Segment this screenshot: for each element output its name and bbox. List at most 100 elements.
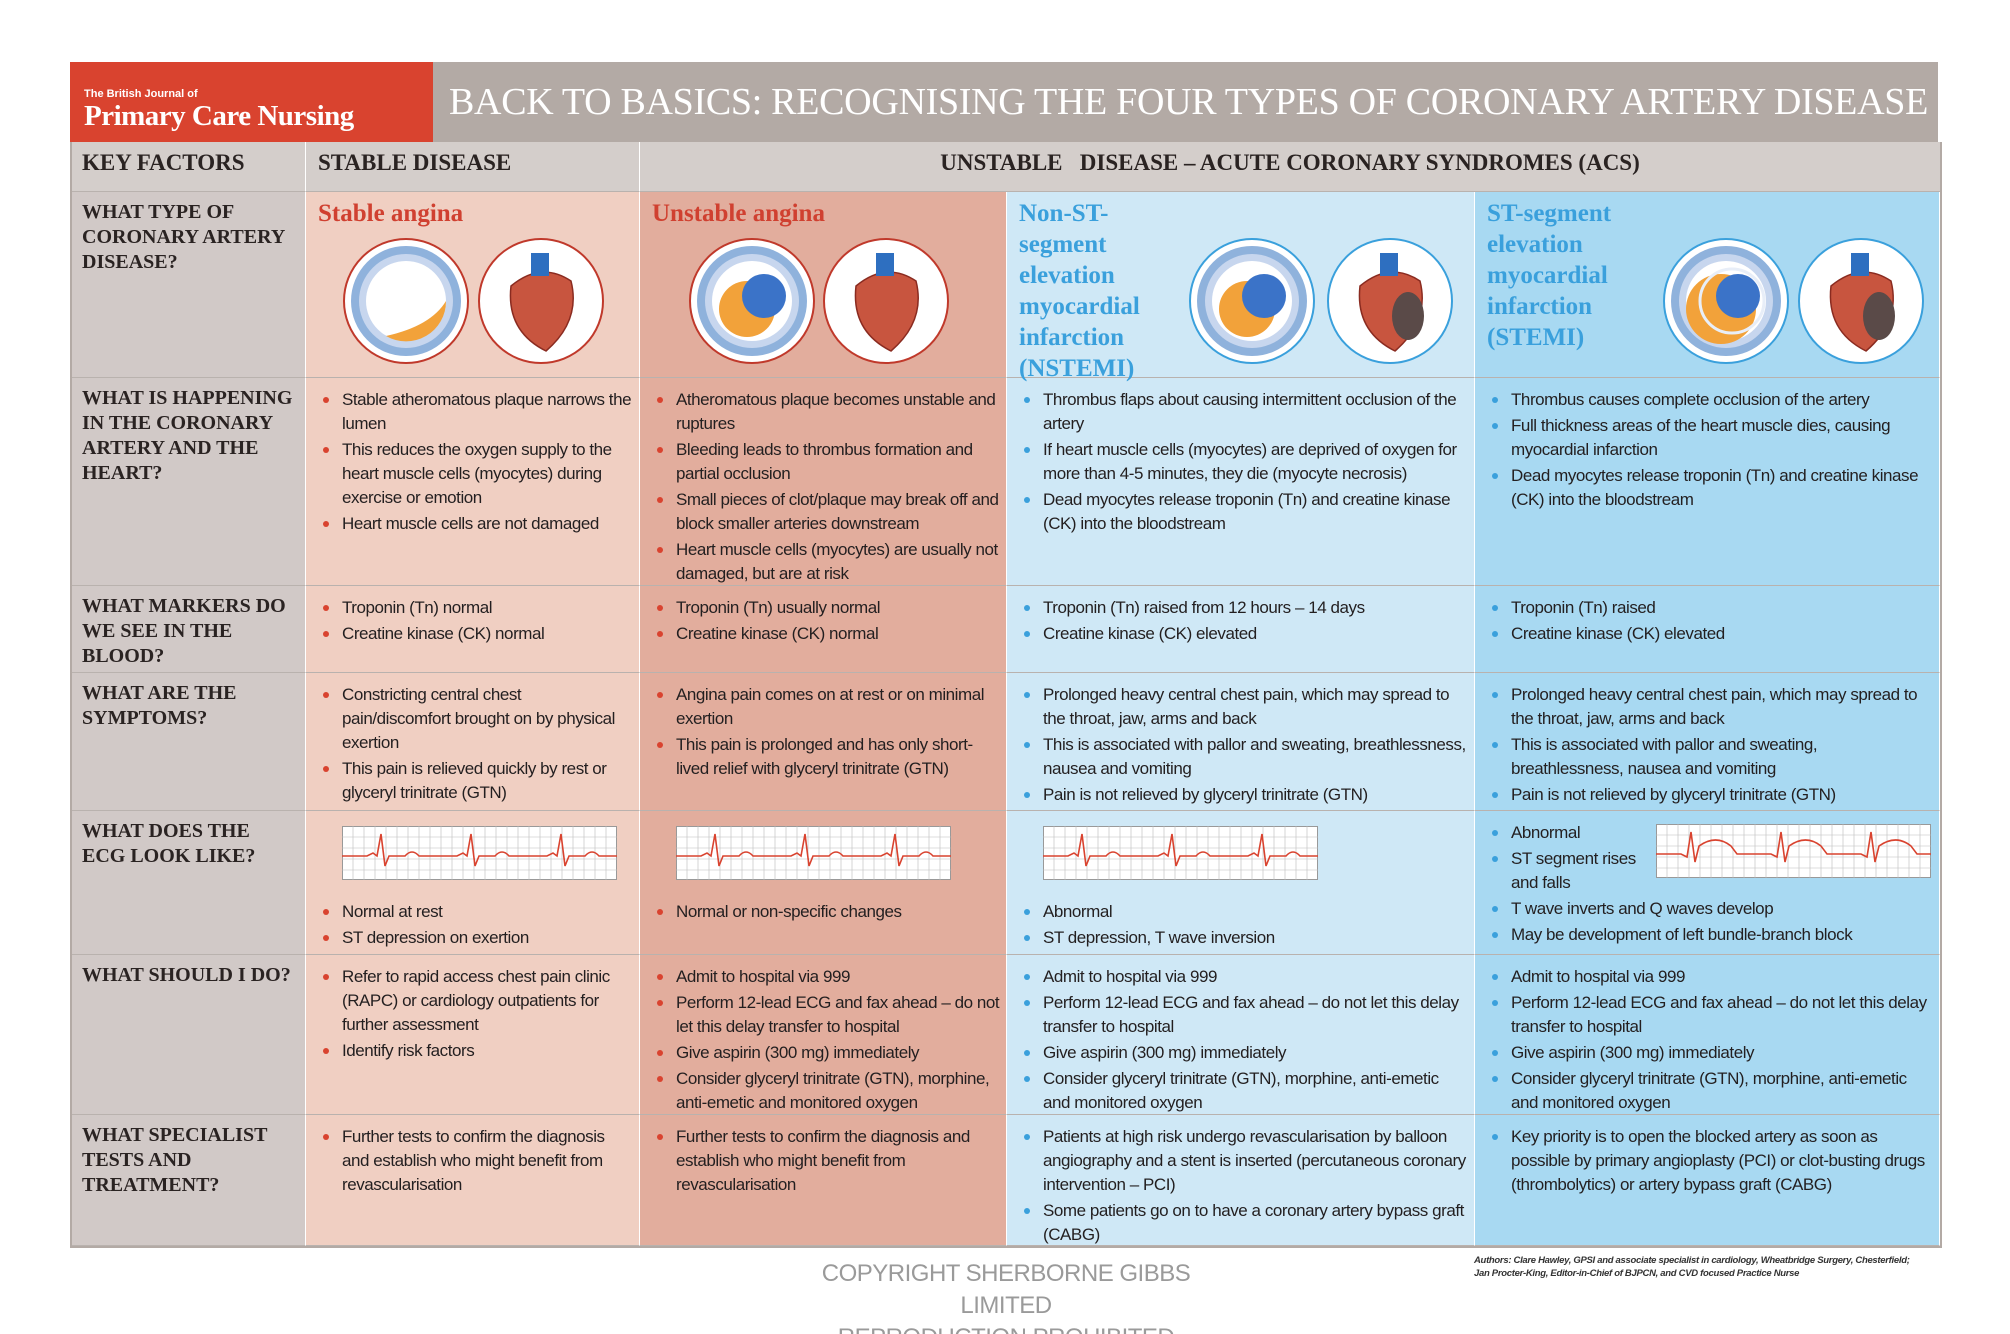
journal-name: Primary Care Nursing [84,100,354,132]
bullet: Dead myocytes release troponin (Tn) and … [1024,488,1468,536]
bullet: Further tests to confirm the diagnosis a… [323,1125,633,1197]
illustration [1189,238,1453,364]
bullet: If heart muscle cells (myocytes) are dep… [1024,438,1468,486]
bullet: Some patients go on to have a coronary a… [1024,1199,1468,1247]
bullet: Consider glyceryl trinitrate (GTN), morp… [657,1067,1000,1115]
bullet-list: Constricting central chest pain/discomfo… [306,683,639,805]
notice-line: REPRODUCTION PROHIBITED [806,1322,1206,1334]
bullet: Prolonged heavy central chest pain, whic… [1492,683,1933,731]
bullet-list: Admit to hospital via 999 Perform 12-lead… [1475,965,1939,1115]
ecg-grid-bg [342,826,617,880]
bullet: Heart muscle cells (myocytes) are usuall… [657,538,1000,586]
bullet: Dead myocytes release troponin (Tn) and … [1492,464,1933,512]
bullet: Identify risk factors [323,1039,633,1063]
bullet: Abnormal [1024,900,1468,924]
bullet: This pain is prolonged and has only shor… [657,733,1000,781]
bullet: Bleeding leads to thrombus formation and… [657,438,1000,486]
column-header: STABLE DISEASE [306,142,640,192]
bullet: ST segment rises and falls [1492,847,1933,895]
bullet-list: Normal or non-specific changes [640,900,1006,924]
bullet-list: Troponin (Tn) usually normal Creatine kin… [640,596,1006,646]
cell: Angina pain comes on at rest or on minim… [640,673,1007,811]
bullet: Perform 12-lead ECG and fax ahead – do n… [1492,991,1933,1039]
bullet: ST depression on exertion [323,926,633,950]
ecg-grid-bg [676,826,951,880]
bullet: Troponin (Tn) normal [323,596,633,620]
cell: Troponin (Tn) normal Creatine kinase (CK)… [306,586,640,673]
copyright: COPYRIGHT SHERBORNE GIBBS LIMITED REPROD… [806,1258,1206,1334]
cell: Unstable angina [640,192,1007,378]
cell: Abnormal ST segment rises and falls T wave… [1475,811,1940,955]
illustration [1663,238,1924,364]
cell: ST-segment elevation myocardial infarcti… [1475,192,1940,378]
copyright-line: COPYRIGHT SHERBORNE GIBBS LIMITED [821,1260,1191,1319]
bullet: Troponin (Tn) usually normal [657,596,1000,620]
bullet-list: Thrombus flaps about causing intermitten… [1007,388,1474,536]
cell: Prolonged heavy central chest pain, whic… [1475,673,1940,811]
cell: Admit to hospital via 999 Perform 12-lead… [1007,955,1475,1115]
bullet-list: Prolonged heavy central chest pain, whic… [1007,683,1474,807]
cell: Prolonged heavy central chest pain, whic… [1007,673,1475,811]
bullet-list: Troponin (Tn) raised from 12 hours – 14 … [1007,596,1474,646]
bullet: Full thickness areas of the heart muscle… [1492,414,1933,462]
cell: Atheromatous plaque becomes unstable and… [640,378,1007,586]
column-bg [306,192,640,1246]
bullet: T wave inverts and Q waves develop [1492,897,1933,921]
shape [742,274,786,318]
bullet: Patients at high risk undergo revascular… [1024,1125,1468,1197]
bullet: Give aspirin (300 mg) immediately [1024,1041,1468,1065]
cell: Admit to hospital via 999 Perform 12-lead… [640,955,1007,1115]
cell: Normal or non-specific changes [640,811,1007,955]
cell: Non-ST-segment elevation myocardial infa… [1007,192,1475,382]
bullet-list: Prolonged heavy central chest pain, whic… [1475,683,1939,807]
aorta [876,253,894,276]
ecg-strip [676,826,951,880]
plaque [386,301,447,342]
bullet: Perform 12-lead ECG and fax ahead – do n… [1024,991,1468,1039]
disease-type: Stable angina [318,200,464,227]
bullet: Admit to hospital via 999 [1492,965,1933,989]
bullet: Atheromatous plaque becomes unstable and… [657,388,1000,436]
bullet: May be development of left bundle-branch… [1492,923,1933,947]
illustration [689,238,949,364]
column-bg [1007,192,1475,1246]
cell: Normal at rest ST depression on exertion [306,811,640,955]
bullet-list: Admit to hospital via 999 Perform 12-lead… [640,965,1006,1115]
journal-small: The British Journal of [84,88,198,100]
logo-box: The British Journal of Primary Care Nurs… [70,62,433,142]
bullet: Pain is not relieved by glyceryl trinitr… [1492,783,1933,807]
bullet: Prolonged heavy central chest pain, whic… [1024,683,1468,731]
bullet: Troponin (Tn) raised [1492,596,1933,620]
ecg-trace [342,833,617,867]
cell: Further tests to confirm the diagnosis a… [306,1115,640,1246]
column-header: UNSTABLE DISEASE – ACUTE CORONARY SYNDRO… [640,142,1940,192]
bullet: Heart muscle cells are not damaged [323,512,633,536]
cell: Abnormal ST depression, T wave inversion [1007,811,1475,955]
cell: Thrombus causes complete occlusion of th… [1475,378,1940,586]
ecg-strip [1043,826,1318,880]
bullet-list: Stable atheromatous plaque narrows the l… [306,388,639,536]
bullet: Small pieces of clot/plaque may break of… [657,488,1000,536]
bullet: Creatine kinase (CK) elevated [1492,622,1933,646]
bullet-list: Atheromatous plaque becomes unstable and… [640,388,1006,586]
aorta [1380,253,1398,276]
bullet: Give aspirin (300 mg) immediately [657,1041,1000,1065]
bullet: Pain is not relieved by glyceryl trinitr… [1024,783,1468,807]
bullet-list: Angina pain comes on at rest or on minim… [640,683,1006,781]
bullet: Angina pain comes on at rest or on minim… [657,683,1000,731]
bullet: Normal or non-specific changes [657,900,1000,924]
ecg-strip [1656,824,1931,878]
bullet: Key priority is to open the blocked arte… [1492,1125,1933,1197]
shape [1698,267,1766,335]
disease-type: Non-ST-segment elevation myocardial infa… [1019,200,1140,382]
row-label: WHAT TYPE OF CORONARY ARTERY DISEASE? [72,192,306,378]
bullet: Thrombus flaps about causing intermitten… [1024,388,1468,436]
cell: Admit to hospital via 999 Perform 12-lead… [1475,955,1940,1115]
ecg-grid-bg [1043,826,1318,880]
column-bg [640,192,1007,1246]
author-line: Authors: Clare Hawley, GPSI and associat… [1474,1255,1910,1266]
row-label: WHAT MARKERS DO WE SEE IN THE BLOOD? [72,586,306,673]
bullet: Admit to hospital via 999 [1024,965,1468,989]
row-label: WHAT SHOULD I DO? [72,955,306,1115]
